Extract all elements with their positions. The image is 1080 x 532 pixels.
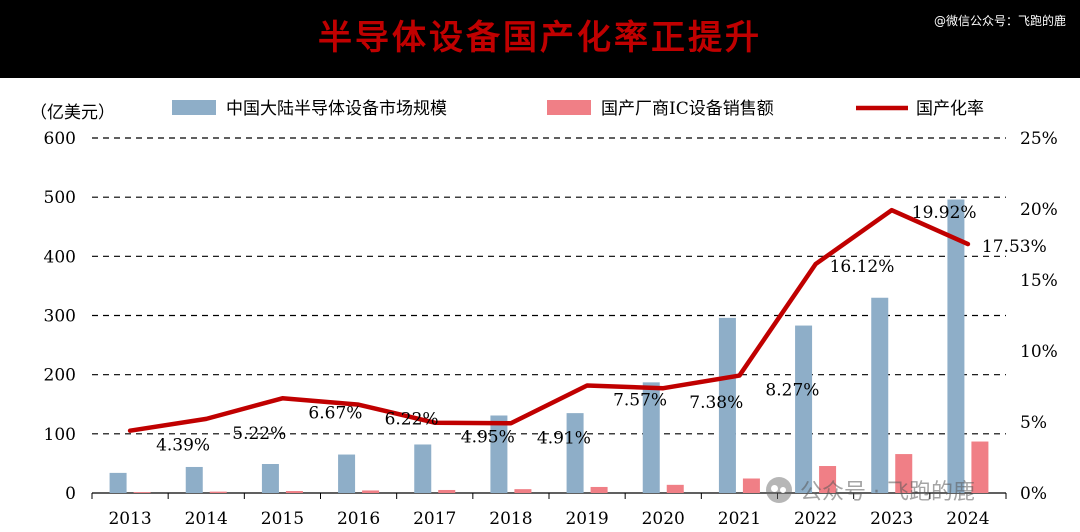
bar-market-size <box>185 466 203 493</box>
bar-market-size <box>261 464 279 493</box>
legend-swatch <box>547 100 591 115</box>
bar-domestic-sales <box>133 492 151 493</box>
y-right-tick-label: 0% <box>1020 484 1047 504</box>
bar-domestic-sales <box>209 491 227 493</box>
x-tick-label: 2024 <box>946 509 989 529</box>
bar-domestic-sales <box>895 454 913 493</box>
y-right-tick-label: 20% <box>1020 200 1058 220</box>
bar-market-size <box>795 325 813 493</box>
watermark-text: 公众号 · 飞跑的鹿 <box>800 480 975 505</box>
rate-data-label: 16.12% <box>830 257 895 277</box>
y-right-tick-label: 5% <box>1020 413 1047 433</box>
bar-domestic-sales <box>285 491 303 493</box>
x-tick-label: 2019 <box>565 509 608 529</box>
x-tick-label: 2013 <box>108 509 151 529</box>
y-left-tick-label: 100 <box>44 425 76 445</box>
chart-area: 0 100 200 300 400 500 600 0% 5% 10% 15% 20% 25% 2013 2… <box>30 99 1058 529</box>
y-left-unit-label: （亿美元） <box>30 103 115 123</box>
rate-data-label: 6.67% <box>308 403 362 423</box>
y-left-tick-label: 600 <box>44 129 76 149</box>
x-tick-label: 2021 <box>718 509 761 529</box>
bar-domestic-sales <box>590 486 608 493</box>
x-tick-label: 2015 <box>261 509 304 529</box>
title-banner: 半导体设备国产化率正提升 @微信公众号：飞跑的鹿 <box>0 0 1080 78</box>
legend-label: 国产厂商IC设备销售额 <box>601 99 774 119</box>
legend-swatch <box>172 100 216 115</box>
x-tick-label: 2017 <box>413 509 456 529</box>
wechat-icon <box>766 477 792 503</box>
bar-domestic-sales <box>362 490 380 493</box>
rate-data-label: 6.22% <box>385 410 439 430</box>
chart-title: 半导体设备国产化率正提升 <box>318 18 762 58</box>
bar-domestic-sales <box>666 484 684 493</box>
y-left-tick-label: 300 <box>44 307 76 327</box>
x-tick-label: 2023 <box>870 509 913 529</box>
rate-data-label: 5.22% <box>232 424 286 444</box>
bar-market-size <box>947 199 965 493</box>
y-left-tick-label: 200 <box>44 366 76 386</box>
bar-market-size <box>414 444 432 493</box>
y-left-tick-label: 400 <box>44 247 76 267</box>
watermark: 公众号 · 飞跑的鹿 <box>766 474 975 506</box>
bar-market-size <box>566 413 584 493</box>
bar-domestic-sales <box>742 478 760 493</box>
rate-data-label: 7.38% <box>689 393 743 413</box>
y-left-tick-label: 500 <box>44 188 76 208</box>
x-tick-label: 2020 <box>642 509 685 529</box>
bar-domestic-sales <box>438 489 456 493</box>
y-right-tick-label: 25% <box>1020 129 1058 149</box>
line-localization-rate <box>127 207 971 433</box>
rate-data-label: 17.53% <box>982 237 1047 257</box>
legend-label: 中国大陆半导体设备市场规模 <box>226 99 447 119</box>
bar-market-size <box>718 317 736 493</box>
rate-data-label: 4.91% <box>537 428 591 448</box>
bar-market-size <box>642 382 660 493</box>
rate-data-label: 4.95% <box>461 428 515 448</box>
bar-market-size <box>109 472 127 493</box>
bar-market-size <box>871 297 889 493</box>
y-right-tick-label: 10% <box>1020 342 1058 362</box>
bar-market-size <box>338 454 356 493</box>
rate-data-label: 19.92% <box>912 203 977 223</box>
x-tick-label: 2018 <box>489 509 532 529</box>
y-right-tick-label: 15% <box>1020 271 1058 291</box>
source-credit: @微信公众号：飞跑的鹿 <box>933 14 1066 28</box>
bar-market-size <box>490 415 508 493</box>
rate-data-label: 4.39% <box>156 436 210 456</box>
bar-domestic-sales <box>971 441 989 493</box>
rate-data-label: 7.57% <box>613 391 667 411</box>
bar-domestic-sales <box>819 466 837 493</box>
x-tick-label: 2022 <box>794 509 837 529</box>
x-tick-label: 2014 <box>185 509 228 529</box>
bar-domestic-sales <box>514 489 532 493</box>
legend-label: 国产化率 <box>916 99 984 119</box>
x-tick-label: 2016 <box>337 509 380 529</box>
rate-data-label: 8.27% <box>765 381 819 401</box>
y-left-tick-label: 0 <box>65 484 76 504</box>
